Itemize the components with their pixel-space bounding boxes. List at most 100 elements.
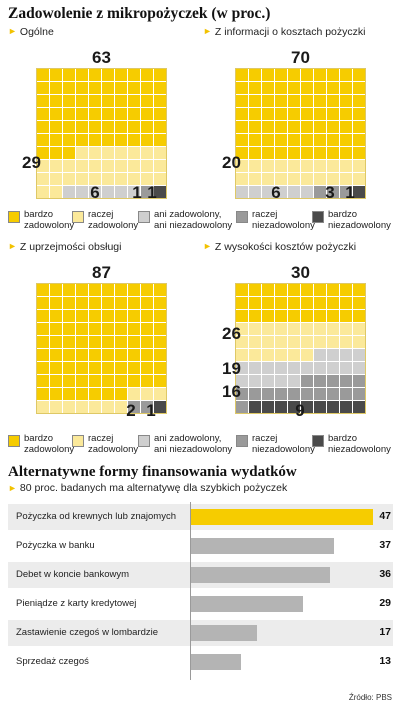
waffle-cell	[63, 134, 75, 146]
bar-row: Sprzedaż czegoś 13	[8, 649, 393, 675]
waffle-cell	[288, 297, 300, 309]
waffle-cell	[37, 349, 49, 361]
waffle-cell	[353, 108, 365, 120]
legend-swatch	[72, 211, 84, 223]
waffle-cell	[115, 82, 127, 94]
legend-label: bardzo zadowolony	[24, 433, 75, 455]
waffle-cell	[236, 388, 248, 400]
waffle-cell	[288, 69, 300, 81]
waffle-cell	[141, 362, 153, 374]
waffle-cell	[102, 388, 114, 400]
waffle-cell	[128, 69, 140, 81]
waffle-value-label: 1	[132, 183, 141, 202]
waffle-cell	[128, 186, 140, 198]
waffle-cell	[37, 134, 49, 146]
waffle-value-label: 3	[325, 183, 334, 202]
waffle-cell	[353, 95, 365, 107]
waffle-cell	[288, 349, 300, 361]
waffle-cell	[236, 95, 248, 107]
waffle-cell	[115, 160, 127, 172]
section-title-alternatives: Alternatywne formy finansowania wydatków	[8, 464, 297, 480]
waffle-cell	[288, 134, 300, 146]
waffle-cell	[314, 297, 326, 309]
waffle-cell	[128, 121, 140, 133]
waffle-cell	[141, 95, 153, 107]
waffle-cell	[340, 375, 352, 387]
waffle-cell	[50, 297, 62, 309]
waffle-cell	[115, 284, 127, 296]
waffle-cell	[37, 95, 49, 107]
waffle-cell	[102, 297, 114, 309]
waffle-cell	[128, 362, 140, 374]
waffle-cell	[89, 108, 101, 120]
waffle-cell	[340, 121, 352, 133]
waffle-cell	[89, 401, 101, 413]
waffle-cell	[249, 310, 261, 322]
waffle-value-label: 20	[222, 153, 241, 172]
waffle-cell	[262, 69, 274, 81]
waffle-cell	[327, 121, 339, 133]
waffle-cell	[236, 375, 248, 387]
waffle-cell	[37, 173, 49, 185]
waffle-cell	[102, 134, 114, 146]
legend-item: bardzo zadowolony	[8, 209, 74, 231]
waffle-cell	[115, 349, 127, 361]
waffle-cell	[76, 284, 88, 296]
waffle-cell	[37, 82, 49, 94]
waffle-cell	[115, 134, 127, 146]
bar	[191, 538, 335, 554]
waffle-cell	[262, 134, 274, 146]
waffle-cell	[63, 160, 75, 172]
waffle-cell	[89, 186, 101, 198]
waffle-cell	[89, 160, 101, 172]
waffle-cell	[236, 362, 248, 374]
legend-item: bardzo niezadowolony	[312, 433, 391, 455]
waffle-cell	[353, 388, 365, 400]
waffle-cell	[37, 336, 49, 348]
waffle-cell	[288, 401, 300, 413]
waffle-cell	[236, 284, 248, 296]
waffle-cell	[63, 375, 75, 387]
triangle-icon: ►	[8, 483, 17, 493]
waffle-cell	[154, 69, 166, 81]
waffle-cell	[154, 323, 166, 335]
waffle-3: 871021	[0, 0, 167, 420]
triangle-icon: ►	[8, 26, 17, 36]
waffle-cell	[128, 173, 140, 185]
waffle-cell	[275, 108, 287, 120]
legend-swatch	[8, 435, 20, 447]
waffle-cell	[249, 69, 261, 81]
bar	[191, 596, 304, 612]
legend-item: raczej niezadowolony	[236, 433, 315, 455]
waffle-cell	[249, 147, 261, 159]
waffle-4: 30 26 19 16 9	[222, 263, 366, 420]
waffle-cell	[76, 186, 88, 198]
waffle-cell	[314, 336, 326, 348]
chart-title: Zadowolenie z mikropożyczek (w proc.)	[8, 5, 271, 22]
waffle-cell	[141, 284, 153, 296]
waffle-cell	[327, 284, 339, 296]
waffle-cell	[353, 121, 365, 133]
waffle-cell	[50, 388, 62, 400]
waffle-charts: 63296117020631871021302619169	[0, 0, 366, 420]
waffle-cell	[262, 108, 274, 120]
waffle-cell	[262, 323, 274, 335]
waffle-cell	[115, 401, 127, 413]
waffle-cell	[76, 173, 88, 185]
waffle-cell	[141, 323, 153, 335]
waffle-cell	[288, 284, 300, 296]
waffle-value-label: 1	[345, 183, 354, 202]
waffle-cell	[353, 173, 365, 185]
waffle-cell	[236, 69, 248, 81]
waffle-cell	[262, 160, 274, 172]
waffle-value-label: 19	[222, 359, 241, 378]
waffle-cell	[301, 69, 313, 81]
waffle-cell	[327, 95, 339, 107]
waffle-cell	[63, 336, 75, 348]
waffle-cell	[262, 147, 274, 159]
waffle-cell	[89, 284, 101, 296]
waffle-cell	[63, 284, 75, 296]
waffle-cell	[89, 134, 101, 146]
waffle-cell	[76, 375, 88, 387]
waffle-cell	[314, 95, 326, 107]
